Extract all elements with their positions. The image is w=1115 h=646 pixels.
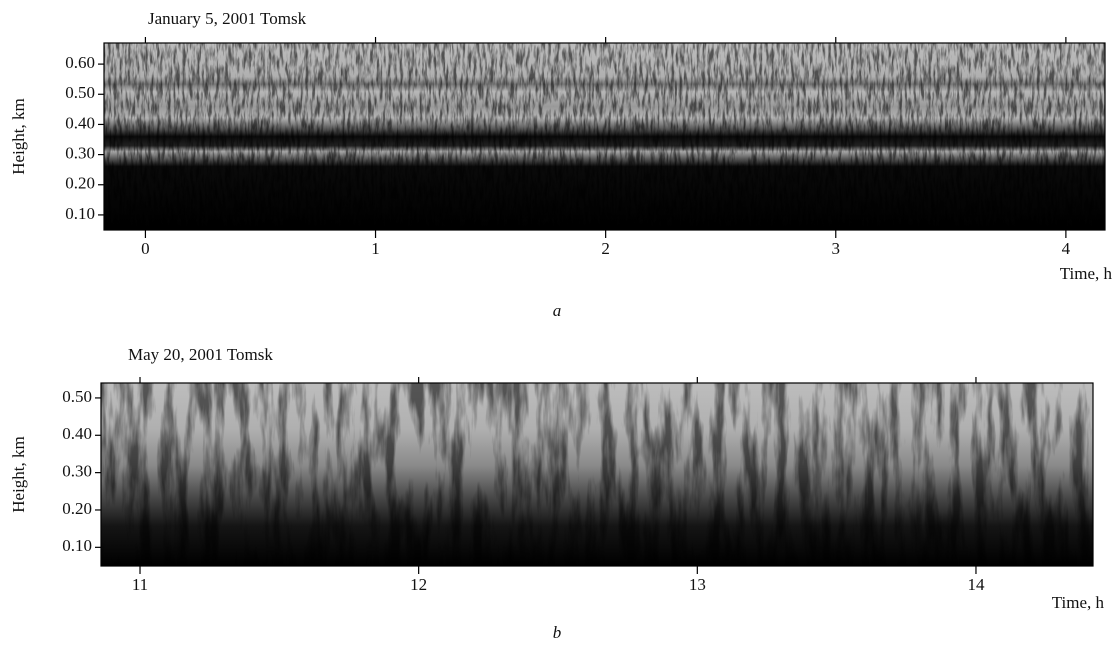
caption: a xyxy=(553,301,562,320)
chart-title: May 20, 2001 Tomsk xyxy=(128,345,273,364)
y-tick-label: 0.40 xyxy=(62,424,92,443)
plot-frame xyxy=(100,382,1094,567)
y-tick-label: 0.20 xyxy=(65,174,95,193)
y-tick-label: 0.50 xyxy=(65,83,95,102)
caption: b xyxy=(553,623,562,642)
x-tick-label: 13 xyxy=(689,575,706,594)
y-tick-label: 0.60 xyxy=(65,53,95,72)
y-tick-label: 0.10 xyxy=(62,536,92,555)
echogram-texture xyxy=(101,383,1093,566)
x-tick-label: 1 xyxy=(371,239,380,258)
y-tick-label: 0.40 xyxy=(65,113,95,132)
y-tick-label: 0.10 xyxy=(65,204,95,223)
x-axis-label: Time, h xyxy=(1060,264,1113,283)
x-tick-label: 2 xyxy=(601,239,610,258)
plot-frame xyxy=(103,42,1106,231)
y-tick-label: 0.20 xyxy=(62,499,92,518)
echogram-texture xyxy=(104,43,1105,230)
x-tick-label: 3 xyxy=(832,239,841,258)
y-tick-label: 0.30 xyxy=(65,144,95,163)
x-tick-label: 0 xyxy=(141,239,150,258)
y-tick-label: 0.30 xyxy=(62,462,92,481)
x-tick-label: 11 xyxy=(132,575,148,594)
x-tick-label: 14 xyxy=(967,575,985,594)
x-tick-label: 4 xyxy=(1062,239,1071,258)
y-tick-label: 0.50 xyxy=(62,387,92,406)
chart-title: January 5, 2001 Tomsk xyxy=(148,9,307,28)
y-axis-label: Height, km xyxy=(9,436,28,513)
x-tick-label: 12 xyxy=(410,575,427,594)
y-axis-label: Height, km xyxy=(9,98,28,175)
x-axis-label: Time, h xyxy=(1052,593,1105,612)
